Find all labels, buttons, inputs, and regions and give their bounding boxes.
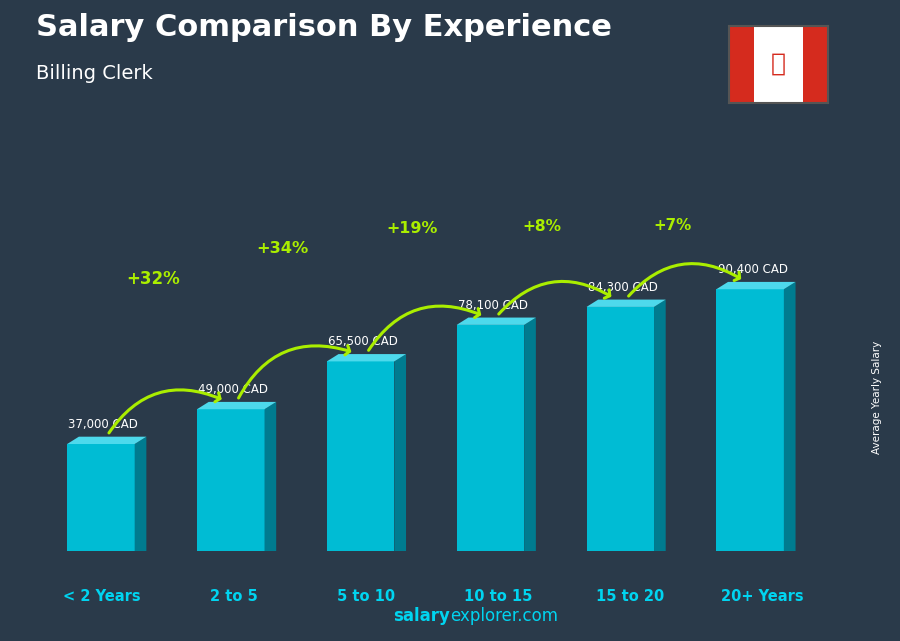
Polygon shape [68, 444, 135, 551]
Polygon shape [587, 307, 654, 551]
Bar [803, 26, 828, 103]
Polygon shape [524, 317, 536, 551]
Text: +32%: +32% [126, 271, 180, 288]
Polygon shape [716, 282, 796, 289]
Bar [729, 26, 754, 103]
Text: Salary Comparison By Experience: Salary Comparison By Experience [36, 13, 612, 42]
Text: salary: salary [393, 607, 450, 625]
Polygon shape [265, 402, 276, 551]
Polygon shape [456, 317, 536, 325]
Polygon shape [784, 282, 796, 551]
Polygon shape [135, 437, 147, 551]
Text: Billing Clerk: Billing Clerk [36, 64, 153, 83]
Polygon shape [587, 299, 666, 307]
Text: 37,000 CAD: 37,000 CAD [68, 418, 139, 431]
Text: 🍁: 🍁 [771, 52, 786, 76]
Text: 20+ Years: 20+ Years [721, 588, 804, 604]
Text: +19%: +19% [387, 221, 438, 236]
Polygon shape [716, 289, 784, 551]
Text: +8%: +8% [523, 219, 562, 235]
Polygon shape [197, 402, 276, 409]
Polygon shape [68, 437, 147, 444]
Polygon shape [327, 362, 394, 551]
Text: 90,400 CAD: 90,400 CAD [717, 263, 788, 276]
Text: 5 to 10: 5 to 10 [337, 588, 395, 604]
Text: < 2 Years: < 2 Years [63, 588, 140, 604]
Text: 2 to 5: 2 to 5 [210, 588, 258, 604]
Polygon shape [456, 325, 524, 551]
Polygon shape [327, 354, 406, 362]
Text: 15 to 20: 15 to 20 [596, 588, 664, 604]
Text: 84,300 CAD: 84,300 CAD [588, 281, 658, 294]
Text: 10 to 15: 10 to 15 [464, 588, 532, 604]
Text: 49,000 CAD: 49,000 CAD [198, 383, 268, 396]
Polygon shape [654, 299, 666, 551]
Text: +7%: +7% [653, 219, 691, 233]
Bar [754, 26, 803, 103]
Polygon shape [197, 409, 265, 551]
Text: Average Yearly Salary: Average Yearly Salary [872, 341, 883, 454]
Text: 65,500 CAD: 65,500 CAD [328, 335, 398, 348]
Text: explorer.com: explorer.com [450, 607, 558, 625]
Text: +34%: +34% [256, 240, 309, 256]
Text: 78,100 CAD: 78,100 CAD [458, 299, 528, 312]
Polygon shape [394, 354, 406, 551]
